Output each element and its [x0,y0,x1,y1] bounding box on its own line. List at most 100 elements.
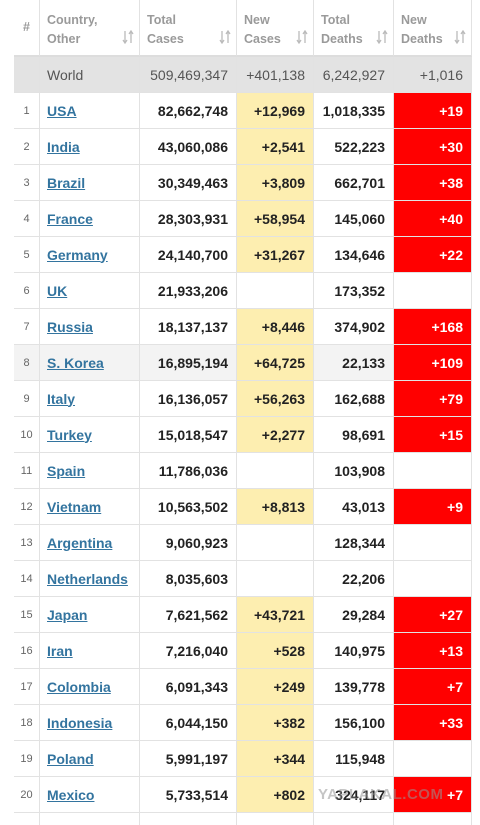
country[interactable]: Japan [47,606,88,623]
sort-icon[interactable] [219,30,231,44]
total-deaths-cell: 324,117 [314,777,394,813]
country[interactable]: Mexico [47,786,95,803]
sort-icon[interactable] [122,30,134,44]
country[interactable]: Russia [47,318,93,335]
new-deaths: +33 [439,714,463,731]
total-deaths-cell: 140,975 [314,633,394,669]
total-deaths: 22,206 [342,570,385,587]
new-deaths: +9 [447,498,463,515]
rank-cell: 5 [14,237,40,273]
new-deaths-cell: +13 [394,633,472,669]
new-deaths: +168 [431,318,463,335]
country[interactable]: S. Korea [47,354,104,371]
empty-cell [237,813,314,825]
sort-icon[interactable] [296,30,308,44]
total-cases-cell: 16,136,057 [140,381,237,417]
new-deaths-cell: +38 [394,165,472,201]
country[interactable]: Turkey [47,426,92,443]
total-deaths-cell: 1,018,335 [314,93,394,129]
country[interactable]: Vietnam [47,498,102,515]
country[interactable]: Netherlands [47,570,128,587]
country[interactable]: Italy [47,390,76,407]
total-cases: 24,140,700 [157,246,228,263]
rank: 9 [23,392,30,405]
new-deaths-cell [394,453,472,489]
rank: 10 [20,428,33,441]
country[interactable]: Indonesia [47,714,113,731]
total-deaths-cell: 128,344 [314,525,394,561]
new-deaths: +79 [439,390,463,407]
total-deaths: 139,778 [334,678,385,695]
country[interactable]: UK [47,282,68,299]
column-header[interactable]: Total Cases [140,0,237,57]
total-cases: 21,933,206 [157,282,228,299]
total-cases-cell: 21,933,206 [140,273,237,309]
total-cases-cell: 6,044,150 [140,705,237,741]
total-cases: 16,895,194 [157,354,228,371]
total-cases: 6,044,150 [165,714,228,731]
country-cell: USA [40,93,140,129]
total-cases: 6,091,343 [165,678,228,695]
country-cell: Japan [40,597,140,633]
rank: 4 [23,212,30,225]
country[interactable]: Colombia [47,678,111,695]
rank-cell: 9 [14,381,40,417]
column-header[interactable]: Total Deaths [314,0,394,57]
rank: 2 [23,140,30,153]
new-cases-cell: +382 [237,705,314,741]
total-cases: 82,662,748 [157,102,228,119]
country[interactable]: India [47,138,80,155]
total-cases: 8,035,603 [165,570,228,587]
total-cases-cell: 10,563,502 [140,489,237,525]
sort-icon[interactable] [376,30,388,44]
total-cases-cell: 11,786,036 [140,453,237,489]
column-header[interactable]: New Deaths [394,0,472,57]
rank: 12 [20,500,33,513]
country[interactable]: Spain [47,462,86,479]
total-deaths: 22,133 [342,354,385,371]
column-header[interactable]: Country, Other [40,0,140,57]
total-cases: 7,621,562 [165,606,228,623]
new-cases: +64,725 [254,354,305,371]
new-cases: +58,954 [254,210,305,227]
total-cases-cell: 28,303,931 [140,201,237,237]
empty-cell [394,813,472,825]
total-cases: 9,060,923 [165,534,228,551]
sort-icon[interactable] [454,30,466,44]
rank: 11 [20,464,33,477]
country-cell: Iran [40,633,140,669]
country[interactable]: Brazil [47,174,86,191]
new-cases-cell: +3,809 [237,165,314,201]
rank: 16 [20,644,33,657]
country[interactable]: Poland [47,750,94,767]
new-cases-cell: +12,969 [237,93,314,129]
country-cell: Brazil [40,165,140,201]
empty-cell [14,813,40,825]
country[interactable]: Germany [47,246,108,263]
country[interactable]: USA [47,102,77,119]
rank-cell: 6 [14,273,40,309]
column-header[interactable]: # [14,0,40,57]
total-deaths-cell: 22,206 [314,561,394,597]
total-deaths-cell: 103,908 [314,453,394,489]
total-cases-cell: 7,621,562 [140,597,237,633]
total-deaths: 128,344 [334,534,385,551]
new-cases: +56,263 [254,390,305,407]
total-cases: 7,216,040 [165,642,228,659]
column-header[interactable]: New Cases [237,0,314,57]
new-deaths: +30 [439,138,463,155]
total-deaths-cell: 156,100 [314,705,394,741]
new-deaths: +27 [439,606,463,623]
new-deaths: +38 [439,174,463,191]
country[interactable]: Argentina [47,534,113,551]
total-cases: 18,137,137 [157,318,228,335]
rank-cell: 15 [14,597,40,633]
new-cases-cell: +58,954 [237,201,314,237]
total-deaths: 145,060 [334,210,385,227]
header-text: New [244,13,270,27]
total-deaths: 173,352 [334,282,385,299]
country[interactable]: Iran [47,642,73,659]
world-cell: +401,138 [237,57,314,93]
country[interactable]: France [47,210,93,227]
new-cases: +3,809 [261,174,305,191]
